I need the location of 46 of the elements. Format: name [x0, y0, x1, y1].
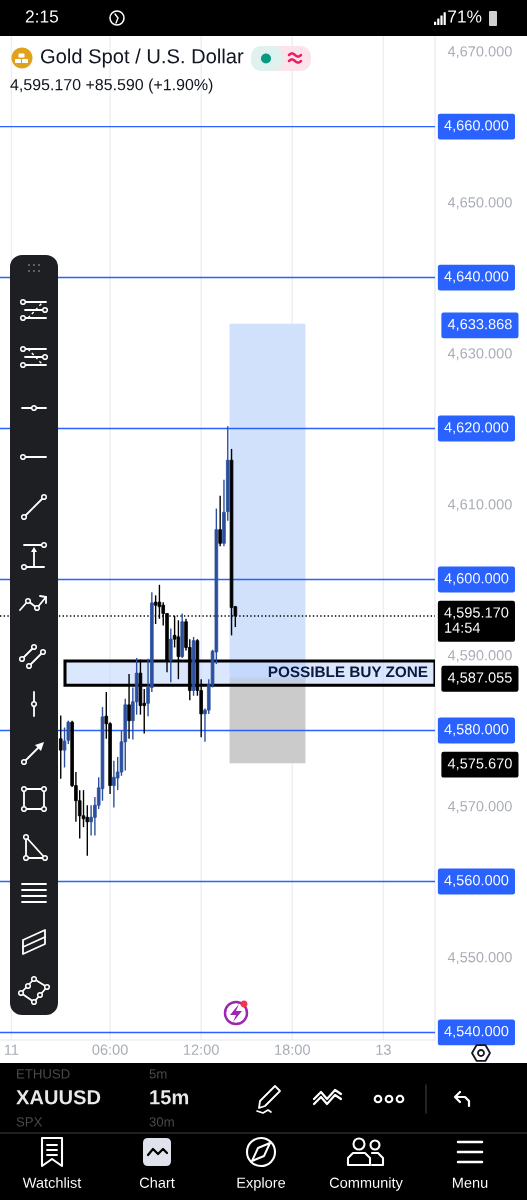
text: 5m [149, 1069, 167, 1079]
candlestick [153, 594, 158, 625]
candlestick [127, 673, 131, 740]
text: SPX [16, 1117, 43, 1127]
ref-line-label: 4,620.000 [444, 422, 509, 435]
y-tick-label: 4,587.055 [447, 672, 512, 685]
text: Chart [139, 1177, 175, 1188]
text: Community [329, 1177, 403, 1191]
text: XAUUSD [16, 1090, 101, 1105]
y-tick-label: 4,550.000 [447, 952, 512, 965]
y-tick-label: 4,650.000 [447, 197, 512, 210]
text: 71% [448, 10, 482, 23]
y-tick-label: 4,670.000 [447, 46, 512, 59]
text: 2:15 [25, 10, 59, 23]
x-tick-label: 12:00 [184, 1044, 219, 1055]
ref-line-label: 4,640.000 [444, 271, 509, 284]
x-tick-label: 18:00 [275, 1044, 310, 1055]
candlestick [176, 619, 181, 680]
text: Watchlist [22, 1177, 82, 1188]
candlestick [112, 759, 116, 809]
ref-line-label: 4,600.000 [444, 573, 509, 586]
y-tick-label: 4,610.000 [447, 499, 512, 512]
x-tick-label: 06:00 [92, 1044, 128, 1055]
text: Gold Spot / U.S. Dollar [41, 48, 244, 68]
text: 15m [150, 1090, 189, 1105]
text: Menu [452, 1177, 488, 1188]
candlestick [218, 495, 222, 547]
y-tick-label: 4,633.868 [447, 318, 512, 331]
y-tick-label: 4,575.670 [447, 758, 512, 771]
x-tick-label: 11 [4, 1044, 19, 1055]
ref-line-label: 4,595.170 14:54 [444, 607, 509, 633]
y-tick-label: 4,630.000 [447, 348, 512, 361]
candlestick [58, 714, 63, 780]
y-tick-label: 4,570.000 [447, 801, 512, 814]
ref-line-label: 4,560.000 [444, 875, 509, 888]
text: 30m [149, 1117, 174, 1127]
text: 4,595.170 +85.590 (+1.90%) [10, 78, 213, 94]
y-tick-label: 4,590.000 [447, 650, 512, 663]
candlestick [169, 627, 173, 683]
x-tick-label: 13 [376, 1044, 391, 1055]
ref-line-label: 4,660.000 [444, 120, 509, 133]
text: Explore [237, 1177, 286, 1191]
ref-line-label: 4,580.000 [444, 724, 509, 737]
ref-line-label: 4,540.000 [444, 1026, 509, 1039]
band-label: POSSIBLE BUY ZONE [268, 666, 428, 678]
text: ETHUSD [17, 1069, 70, 1079]
